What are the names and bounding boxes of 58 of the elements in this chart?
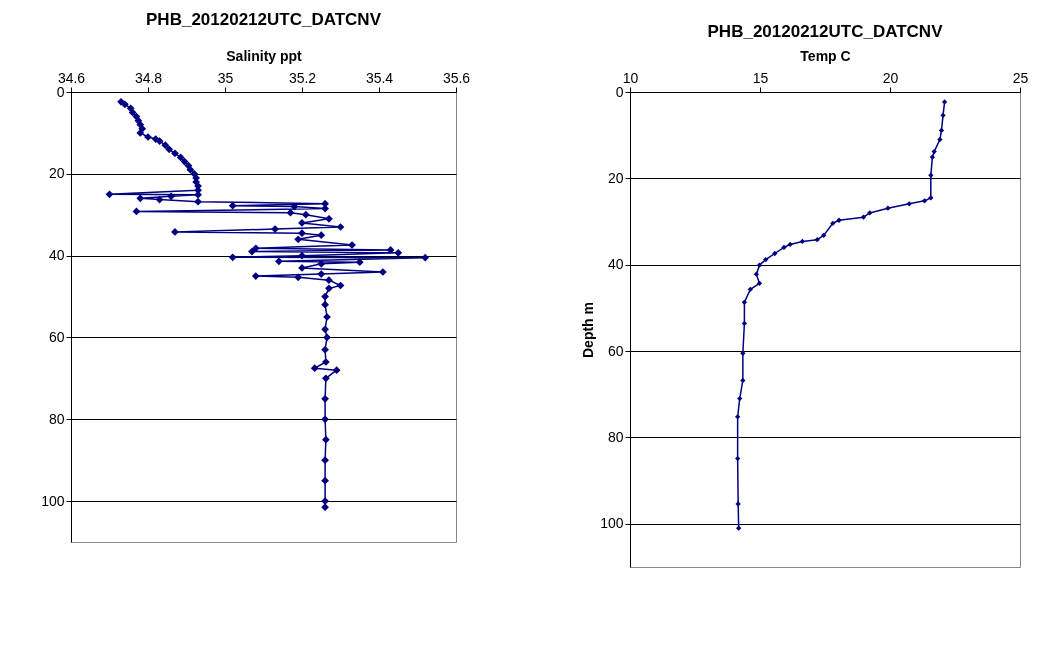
point xyxy=(736,525,742,531)
x-tick-label: 25 xyxy=(1012,69,1029,86)
x-tick-label: 35.6 xyxy=(442,69,471,86)
x-tick-label: 34.6 xyxy=(57,69,86,86)
point xyxy=(756,280,763,286)
x-axis-title: Temp C xyxy=(800,47,851,64)
point xyxy=(906,201,912,207)
y-tick-label: 60 xyxy=(48,328,65,345)
point xyxy=(928,195,934,201)
x-tick-label: 20 xyxy=(882,69,899,86)
point xyxy=(753,271,760,277)
point xyxy=(860,214,867,220)
point xyxy=(928,172,934,178)
y-tick-label: 40 xyxy=(48,247,65,264)
x-tick-label: 15 xyxy=(752,69,769,86)
y-tick-label: 80 xyxy=(607,428,624,445)
y-tick-label: 20 xyxy=(607,169,624,186)
point xyxy=(938,127,945,134)
chart-title: PHB_20120212UTC_DATCNV xyxy=(707,22,944,41)
y-tick-label: 0 xyxy=(615,83,624,100)
chart-title: PHB_20120212UTC_DATCNV xyxy=(146,10,382,29)
x-tick-label: 10 xyxy=(622,69,639,86)
point xyxy=(787,241,793,248)
point xyxy=(737,395,743,402)
y-tick-label: 60 xyxy=(607,342,624,359)
x-tick-label: 35 xyxy=(217,69,234,86)
y-tick-label: 20 xyxy=(48,165,65,182)
y-tick-label: 40 xyxy=(607,256,624,273)
point xyxy=(741,299,748,305)
point xyxy=(747,286,754,292)
point xyxy=(763,256,769,263)
x-tick-label: 34.8 xyxy=(134,69,163,86)
x-axis-title: Salinity ppt xyxy=(226,47,303,64)
x-tick-label: 35.2 xyxy=(288,69,317,86)
x-tick-label: 35.4 xyxy=(365,69,394,86)
point xyxy=(937,136,943,143)
point xyxy=(941,99,948,105)
point xyxy=(756,262,763,268)
y-tick-label: 100 xyxy=(41,492,65,509)
point xyxy=(799,238,806,245)
y-tick-label: 100 xyxy=(600,515,624,532)
point xyxy=(740,377,746,384)
point xyxy=(741,320,748,327)
point xyxy=(929,154,936,160)
point xyxy=(814,237,820,243)
point xyxy=(772,250,778,257)
point xyxy=(781,244,787,251)
point xyxy=(734,414,741,420)
point xyxy=(921,198,928,204)
point xyxy=(931,148,937,155)
y-axis-title: Depth m xyxy=(580,302,597,358)
y-tick-label: 0 xyxy=(56,83,65,100)
point xyxy=(821,232,827,239)
point xyxy=(867,210,873,216)
point xyxy=(734,455,741,462)
point xyxy=(740,350,746,356)
point xyxy=(830,220,836,226)
y-tick-label: 80 xyxy=(48,410,65,427)
